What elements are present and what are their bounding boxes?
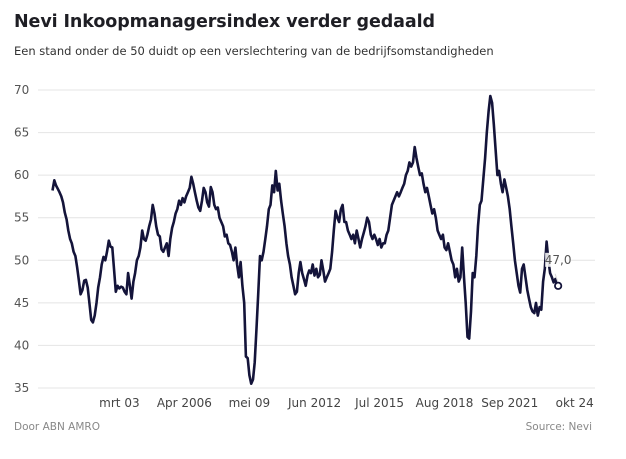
x-tick-label: Apr 2006 bbox=[157, 396, 212, 410]
x-tick-label: Jul 2015 bbox=[354, 396, 404, 410]
y-axis-ticks: 35 40 45 50 55 60 65 70 bbox=[14, 83, 29, 395]
chart-title: Nevi Inkoopmanagersindex verder gedaald bbox=[14, 12, 435, 32]
annotation-leader bbox=[554, 273, 559, 283]
y-tick-label: 35 bbox=[14, 381, 29, 395]
annotations: 47,0 bbox=[545, 252, 572, 290]
series-line-nevi-pmi bbox=[51, 94, 559, 385]
annotation-label-bg bbox=[545, 252, 572, 267]
x-axis-ticks: mrt 03 Apr 2006 mei 09 Jun 2012 Jul 2015 Aug … bbox=[99, 396, 594, 410]
last-value-marker bbox=[554, 281, 563, 290]
annotation-label: 47,0 bbox=[545, 253, 572, 267]
x-tick-label: Aug 2018 bbox=[416, 396, 474, 410]
y-tick-label: 70 bbox=[14, 83, 29, 97]
y-tick-label: 40 bbox=[14, 338, 29, 352]
y-tick-label: 55 bbox=[14, 211, 29, 225]
y-tick-label: 50 bbox=[14, 253, 29, 267]
x-tick-label: Jun 2012 bbox=[287, 396, 341, 410]
series-layer bbox=[51, 94, 559, 385]
y-tick-label: 60 bbox=[14, 168, 29, 182]
y-tick-label: 65 bbox=[14, 126, 29, 140]
chart-subtitle: Een stand onder de 50 duidt op een versl… bbox=[14, 44, 494, 58]
x-tick-label: Sep 2021 bbox=[481, 396, 538, 410]
source-text: Source: Nevi bbox=[525, 421, 592, 433]
x-tick-label: mrt 03 bbox=[99, 396, 139, 410]
gridlines bbox=[38, 89, 595, 389]
credit-text: Door ABN AMRO bbox=[14, 421, 100, 433]
y-tick-label: 45 bbox=[14, 296, 29, 310]
x-tick-label: okt 24 bbox=[556, 396, 594, 410]
x-tick-label: mei 09 bbox=[229, 396, 271, 410]
